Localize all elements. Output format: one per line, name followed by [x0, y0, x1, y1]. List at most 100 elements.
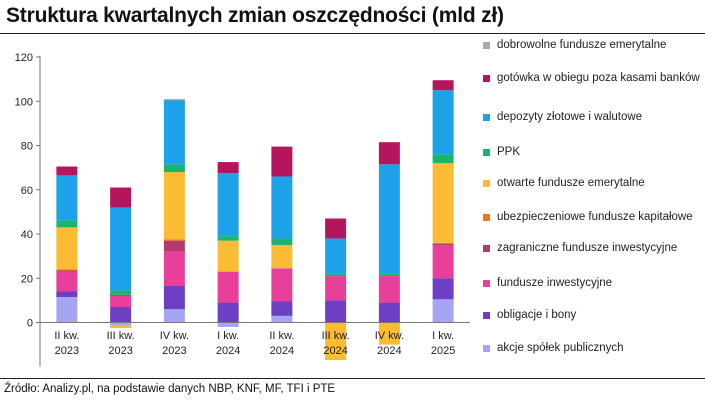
- bar-segment-depozyty: [378, 164, 400, 274]
- bar-segment-ppk: [378, 273, 400, 277]
- bar-segment-depozyty: [432, 90, 454, 155]
- bar-segment-akcje: [110, 322, 132, 326]
- bar-segment-ofe: [217, 240, 239, 272]
- bar-segment-depozyty: [271, 176, 293, 239]
- y-tick-label: 0: [27, 318, 33, 330]
- legend-swatch: [483, 280, 490, 287]
- bar-segment-depozyty: [217, 173, 239, 237]
- bottom-divider: [0, 378, 705, 379]
- bar-segment-akcje: [56, 297, 78, 323]
- bar-segment-depozyty: [325, 238, 347, 274]
- legend-label: PPK: [497, 146, 521, 158]
- bar-segment-obligacje: [432, 278, 454, 300]
- chart-title: Struktura kwartalnych zmian oszczędności…: [6, 4, 504, 27]
- bar-segment-zagraniczne: [56, 270, 78, 272]
- y-tick-label: 60: [21, 185, 33, 197]
- y-tick-label: 20: [21, 273, 33, 285]
- bar-segment-ofe: [378, 322, 400, 345]
- bar-segment-ppk: [271, 238, 293, 246]
- x-tick-label: IV kw.: [160, 330, 189, 342]
- legend-swatch: [483, 149, 490, 156]
- bar-segment-gotowka: [110, 187, 132, 208]
- bar-segment-ppk: [56, 220, 78, 228]
- bar-segment-depozyty: [110, 207, 132, 291]
- bar-segment-fundusze_inwestycyjne: [56, 271, 78, 292]
- bar-segment-fundusze_inwestycyjne: [378, 276, 400, 303]
- bar-segment-ppk: [110, 290, 132, 295]
- bar-segment-ofe: [163, 172, 185, 240]
- x-tick-label: II kw.: [269, 330, 294, 342]
- top-divider: [0, 33, 705, 34]
- bar-segment-obligacje: [56, 291, 78, 298]
- bar-segment-fundusze_inwestycyjne: [110, 295, 132, 308]
- stacked-bar-chart: 0 20 40 60 80 100 120 II kw. 2023 III kw. 2023 IV k…: [15, 52, 470, 367]
- legend-label: gotówka w obiegu poza kasami banków: [497, 72, 700, 84]
- bar-segment-gotowka: [217, 162, 239, 174]
- bar-segment-akcje: [432, 299, 454, 323]
- bar-segment-akcje: [163, 309, 185, 323]
- y-tick-label: 40: [21, 229, 33, 241]
- legend-item-ofe: otwarte fundusze emerytalne: [483, 176, 645, 190]
- y-tick-label: 100: [15, 96, 33, 108]
- bar-segment-ppk: [217, 236, 239, 241]
- x-tick-label: 2025: [431, 345, 455, 357]
- legend-item-dobrowolne: dobrowolne fundusze emerytalne: [483, 38, 666, 52]
- legend-swatch: [483, 245, 490, 252]
- bar-segment-ofe: [325, 322, 347, 361]
- bar-segment-ppk: [432, 154, 454, 164]
- bar-segment-gotowka: [325, 218, 347, 239]
- x-tick-label: 2024: [270, 345, 294, 357]
- bar-segment-fundusze_inwestycyjne: [325, 276, 347, 301]
- bar-segment-obligacje: [163, 285, 185, 310]
- bar-segment-depozyty: [56, 175, 78, 221]
- legend-label: ubezpieczeniowe fundusze kapitałowe: [497, 211, 693, 223]
- x-tick-label: III kw.: [322, 330, 350, 342]
- legend-swatch: [483, 214, 490, 221]
- x-tick-label: 2023: [108, 345, 132, 357]
- y-tick-label: 120: [15, 52, 33, 64]
- x-tick-label: I kw.: [217, 330, 239, 342]
- bar-segment-obligacje: [325, 300, 347, 323]
- x-tick-label: 2024: [323, 345, 347, 357]
- bar-segment-dobrowolne: [163, 99, 185, 101]
- bar-segment-akcje: [271, 315, 293, 323]
- legend-swatch: [483, 180, 490, 187]
- legend-label: otwarte fundusze emerytalne: [497, 177, 645, 189]
- legend-swatch: [483, 114, 490, 121]
- legend-label: obligacje i bony: [497, 309, 577, 321]
- legend-item-ubezpieczeniowe: ubezpieczeniowe fundusze kapitałowe: [483, 210, 693, 224]
- legend-item-fundusze_inwestycyjne: fundusze inwestycyjne: [483, 276, 612, 290]
- legend-item-depozyty: depozyty złotowe i walutowe: [483, 110, 642, 124]
- bar-segment-obligacje: [271, 301, 293, 316]
- x-tick-label: 2024: [216, 345, 240, 357]
- bar-segment-ofe: [432, 163, 454, 243]
- bar-segment-ofe: [56, 227, 78, 270]
- bar-segment-fundusze_inwestycyjne: [217, 271, 239, 303]
- bar-segment-gotowka: [271, 146, 293, 177]
- bar-segment-zagraniczne: [432, 243, 454, 246]
- y-tick-label: 80: [21, 141, 33, 153]
- bar-segment-gotowka: [56, 166, 78, 176]
- x-tick-label: 2024: [377, 345, 401, 357]
- bar-segment-gotowka: [378, 142, 400, 165]
- bar-segment-akcje: [217, 322, 239, 327]
- bar-segment-ubezpieczeniowe: [56, 269, 78, 271]
- bar-segment-fundusze_inwestycyjne: [432, 245, 454, 279]
- source-note: Źródło: Analizy.pl, na podstawie danych …: [4, 383, 336, 395]
- x-tick-label: II kw.: [54, 330, 79, 342]
- bar-segment-ofe: [271, 245, 293, 269]
- x-tick-label: IV kw.: [375, 330, 404, 342]
- legend-swatch: [483, 42, 490, 49]
- x-tick-label: I kw.: [432, 330, 454, 342]
- bar-segment-zagraniczne: [110, 294, 132, 296]
- bar-segment-ubezpieczeniowe: [163, 239, 185, 241]
- x-tick-label: III kw.: [107, 330, 135, 342]
- legend-item-ppk: PPK: [483, 145, 520, 159]
- bar-segment-depozyty: [163, 100, 185, 165]
- legend-label: dobrowolne fundusze emerytalne: [497, 39, 667, 51]
- legend-item-akcje: akcje spółek publicznych: [483, 341, 624, 355]
- legend-item-gotowka: gotówka w obiegu poza kasami banków: [483, 71, 700, 85]
- legend-item-obligacje: obligacje i bony: [483, 308, 576, 322]
- bar-segment-ppk: [163, 164, 185, 173]
- x-tick-label: 2023: [162, 345, 186, 357]
